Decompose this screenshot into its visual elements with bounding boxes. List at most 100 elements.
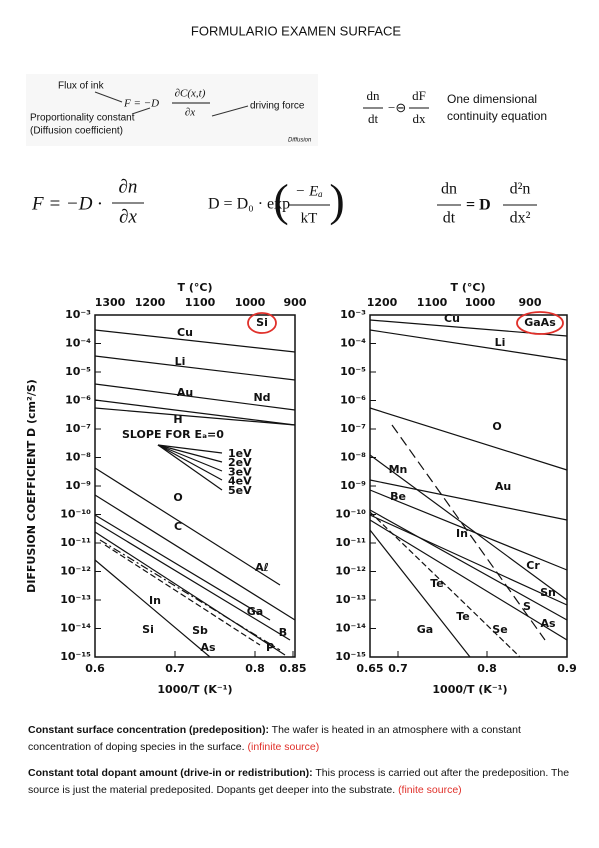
y-tick-label: 10⁻³ — [65, 308, 91, 321]
formula: ∂x — [119, 206, 137, 227]
force-label: driving force — [250, 101, 305, 112]
curve-label: Te — [456, 610, 470, 623]
curve-label: Nd — [253, 391, 270, 404]
note-tag: (infinite source) — [247, 741, 320, 753]
t-title: T (°C) — [451, 281, 486, 294]
curve-label: Cr — [526, 559, 540, 572]
formula: − Eₐ — [295, 183, 322, 199]
formula: F = −D — [123, 98, 159, 110]
formulas: F = −D · ∂n ∂x D = D₀ · exp − Eₐ kT ( ) … — [31, 175, 537, 227]
diffusion-figure: DIFFUSION COEFFICIENT D (cm²/S) S — [25, 281, 577, 696]
x-tick-label: 0.85 — [279, 662, 306, 675]
formula: dt — [368, 111, 379, 126]
curve-label: Ga — [417, 623, 433, 636]
note: Constant total dopant amount (drive-in o… — [28, 765, 573, 799]
slope-title: SLOPE FOR Eₐ=0 — [122, 428, 224, 441]
curve-label: C — [174, 520, 182, 533]
y-tick-label: 10⁻¹³ — [335, 593, 366, 606]
caption: One dimensional — [447, 92, 537, 106]
curve-label: B — [279, 626, 287, 639]
arrow — [131, 107, 151, 115]
curve-label: Au — [495, 480, 511, 493]
y-tick-label: 10⁻⁹ — [340, 479, 366, 492]
curve-label: Li — [175, 355, 186, 368]
x-tick-label: 0.8 — [477, 662, 497, 675]
curve-label: S — [523, 600, 531, 613]
caption: continuity equation — [447, 109, 547, 123]
flux-label: Flux of ink — [58, 81, 105, 92]
paren: ) — [329, 175, 344, 226]
slope-label: 5eV — [228, 484, 252, 497]
y-tick-label: 10⁻¹² — [60, 565, 91, 578]
left-frame — [94, 314, 296, 658]
y-tick-label: 10⁻¹¹ — [335, 536, 366, 549]
t-tick-label: 900 — [519, 296, 542, 309]
y-tick-label: 10⁻¹⁰ — [335, 508, 366, 521]
t-tick-label: 1100 — [417, 296, 448, 309]
y-tick-label: 10⁻¹³ — [60, 593, 91, 606]
paren: ( — [273, 175, 288, 226]
x-tick-label: 0.9 — [557, 662, 577, 675]
source: Diffusion — [288, 138, 312, 144]
slope-label: 4eV — [228, 475, 252, 488]
constant-label: Proportionality constant — [30, 113, 135, 124]
y-tick-label: 10⁻⁷ — [65, 422, 91, 435]
x-tick-label: 0.7 — [165, 662, 185, 675]
curve-label: In — [456, 527, 468, 540]
curve-label: O — [173, 491, 182, 504]
formula: −⊖ — [388, 100, 406, 115]
y-tick-label: 10⁻¹⁵ — [335, 650, 366, 663]
y-tick-label: 10⁻¹⁴ — [335, 622, 366, 635]
curve-label: In — [149, 594, 161, 607]
formula: F = −D · — [31, 193, 102, 214]
formula: kT — [301, 210, 318, 226]
left-lines — [94, 329, 296, 658]
formula: d²n — [510, 181, 531, 198]
curve-label: Mn — [389, 463, 408, 476]
y-tick-label: 10⁻¹² — [335, 565, 366, 578]
x-axis-label: 1000/T (K⁻¹) — [157, 683, 232, 696]
t-tick-label: 1200 — [367, 296, 398, 309]
slope-label: 1eV — [228, 447, 252, 460]
y-tick-label: 10⁻⁵ — [340, 365, 366, 378]
slope-label: 3eV — [228, 465, 252, 478]
formula: dt — [443, 210, 456, 227]
t-tick-label: 1100 — [185, 296, 216, 309]
curve-label: P — [266, 641, 274, 654]
y-tick-label: 10⁻⁴ — [65, 337, 91, 350]
note-tag: (finite source) — [398, 784, 462, 796]
formula: dx — [413, 111, 427, 126]
curve-label: Li — [495, 336, 506, 349]
curve-label: Cu — [177, 326, 193, 339]
formula: dn — [367, 88, 381, 103]
x-tick-label: 0.7 — [388, 662, 408, 675]
fick-image: Flux of ink F = −D ∂C(x,t) ∂x Proportion… — [26, 74, 318, 146]
formula: dF — [412, 88, 426, 103]
note-text: This process is carried out after the pr… — [28, 767, 570, 796]
note-heading: Constant total dopant amount (drive-in o… — [28, 767, 313, 779]
y-tick-label: 10⁻⁹ — [65, 479, 91, 492]
curve-label: Te — [430, 577, 444, 590]
t-tick-label: 1300 — [95, 296, 126, 309]
arrow — [211, 105, 249, 117]
y-tick-label: 10⁻⁴ — [340, 337, 366, 350]
page-graphics: FORMULARIO EXAMEN SURFACE Flux of ink F … — [25, 23, 577, 696]
y-tick-label: 10⁻⁸ — [340, 451, 366, 464]
curve-label: Sn — [540, 586, 556, 599]
t-tick-label: 900 — [284, 296, 307, 309]
continuity: dn dt −⊖ dF dx One dimensional continuit… — [363, 88, 547, 126]
curve-label: Be — [390, 490, 406, 503]
curve-label: As — [200, 641, 216, 654]
y-tick-label: 10⁻³ — [340, 308, 366, 321]
y-tick-label: 10⁻⁶ — [340, 394, 366, 407]
y-tick-label: 10⁻⁸ — [65, 451, 91, 464]
y-tick-label: 10⁻⁵ — [65, 365, 91, 378]
y-tick-label: 10⁻⁷ — [340, 422, 366, 435]
formula: ∂C(x,t) — [175, 88, 206, 100]
curve-label: H — [173, 413, 182, 426]
y-tick-label: 10⁻¹⁴ — [60, 622, 91, 635]
curve-label: Si — [142, 623, 154, 636]
note-heading: Constant surface concentration (predepos… — [28, 724, 269, 736]
t-tick-label: 1000 — [235, 296, 266, 309]
